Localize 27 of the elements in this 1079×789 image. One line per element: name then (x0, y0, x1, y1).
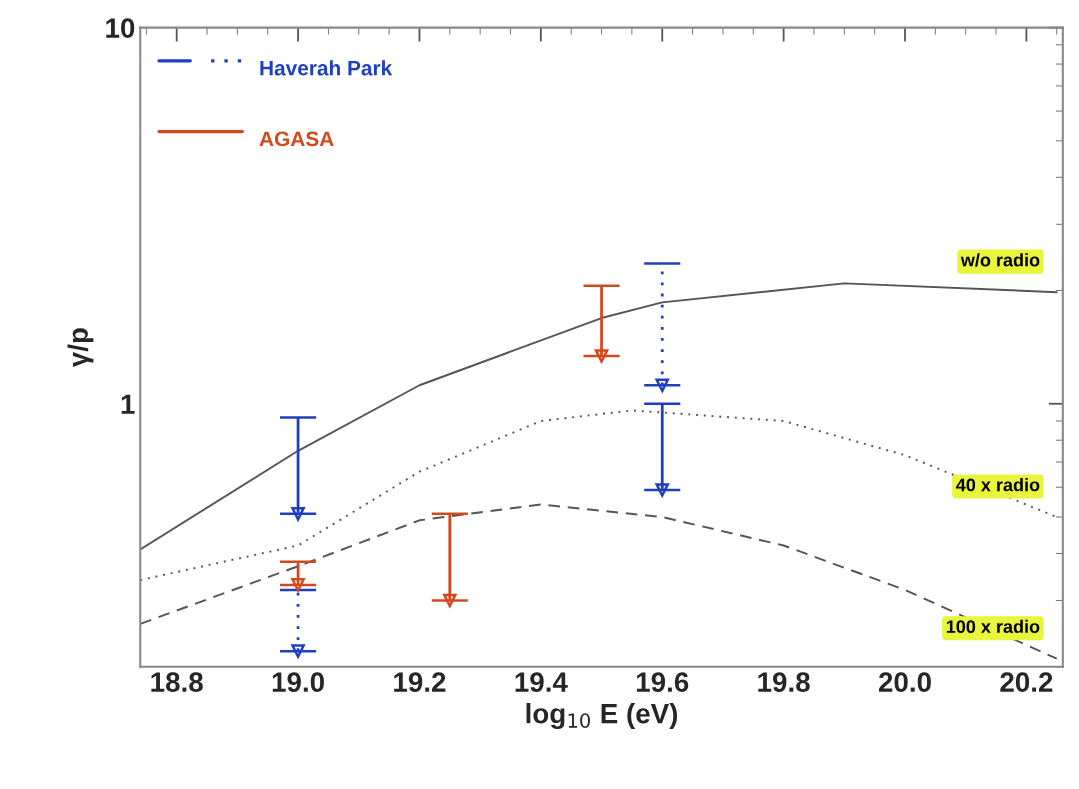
point (655, 378, 670, 393)
point (443, 593, 457, 608)
series-label: 100 x radio (946, 619, 1040, 634)
y-tick-label: 1 (121, 394, 135, 414)
x-tick-label: 20.2 (1000, 672, 1053, 692)
point (291, 578, 305, 592)
series-label: w/o radio (960, 253, 1040, 267)
x-tick-label: 19.8 (758, 672, 810, 692)
x-tick-label: 19.0 (272, 672, 324, 692)
x-tick-label: 18.8 (151, 672, 203, 692)
line-series (140, 282, 1058, 551)
x-axis-title: log$_{10}$ E (eV) (526, 703, 678, 730)
y-axis-title: γ/p (67, 328, 94, 368)
y-tick-label: 10 (106, 18, 135, 38)
series-label: 40 x radio (956, 478, 1040, 492)
point (594, 349, 609, 363)
x-tick-label: 19.2 (394, 672, 446, 692)
line-series (140, 503, 1058, 660)
x-tick-label: 19.6 (636, 672, 689, 692)
legend-label: AGASA (259, 131, 334, 147)
legend-label: Haverah Park (260, 60, 393, 76)
line-series (140, 409, 1058, 581)
x-tick-label: 19.4 (515, 672, 568, 692)
point (655, 483, 670, 497)
point (291, 506, 305, 521)
x-tick-label: 20.0 (878, 672, 931, 692)
point (291, 644, 305, 658)
